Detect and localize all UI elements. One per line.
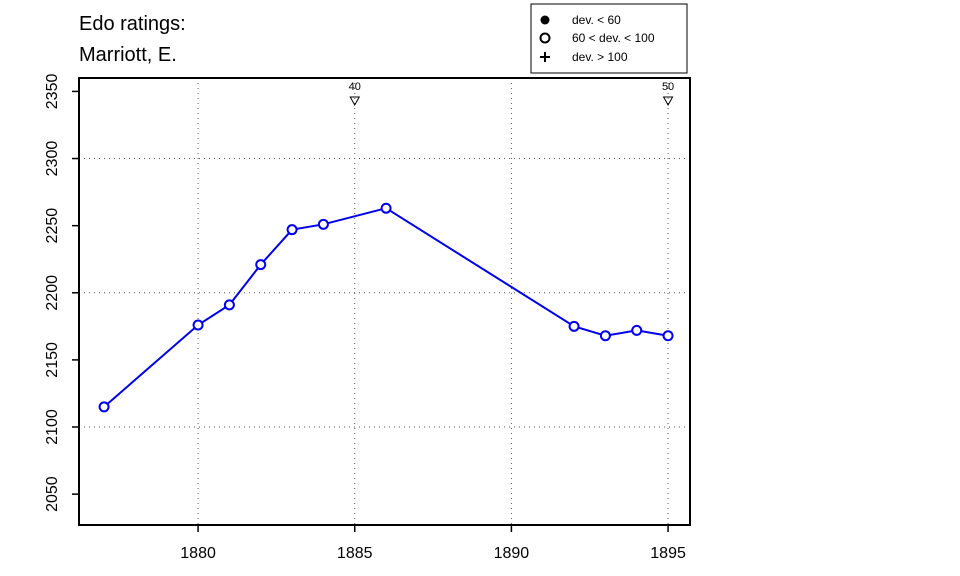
chart-title-line-2: Marriott, E. <box>79 44 177 66</box>
x-axis-ticks: 1880 1885 1890 1895 <box>180 525 686 562</box>
y-tick-label: 2350 <box>44 74 61 110</box>
data-point <box>662 330 674 342</box>
y-tick-label: 2050 <box>44 476 61 512</box>
y-tick-label: 2300 <box>44 141 61 177</box>
data-point <box>286 224 298 236</box>
legend: dev. < 60 60 < dev. < 100 dev. > 100 <box>530 3 688 74</box>
x-tick-label: 1890 <box>494 545 530 562</box>
y-tick-label: 2250 <box>44 208 61 244</box>
milestone-triangle-icon <box>662 96 674 107</box>
data-point <box>599 330 611 342</box>
data-point <box>255 259 267 271</box>
y-axis-ticks: 2050 2100 2150 2200 2250 2300 2350 <box>44 74 79 512</box>
y-tick-label: 2100 <box>44 409 61 445</box>
x-tick-label: 1885 <box>337 545 373 562</box>
data-point <box>223 299 235 311</box>
data-point <box>631 324 643 336</box>
series-line <box>103 207 669 408</box>
legend-open-circle-icon <box>539 32 551 44</box>
milestone-label: 40 <box>349 81 361 93</box>
chart-title-line-1: Edo ratings: <box>79 13 186 35</box>
legend-filled-circle-icon <box>540 15 550 25</box>
grid-lines <box>79 78 690 525</box>
data-point <box>98 401 110 413</box>
x-tick-label: 1880 <box>180 545 216 562</box>
plot-frame <box>78 77 691 526</box>
legend-box <box>530 3 688 74</box>
data-point <box>568 320 580 332</box>
milestone-markers: 40 50 <box>349 81 674 107</box>
series-layer <box>98 202 674 413</box>
legend-label-3: dev. > 100 <box>572 50 628 64</box>
milestone-triangle-icon <box>349 96 361 107</box>
legend-plus-icon <box>540 52 550 62</box>
data-point <box>380 202 392 214</box>
milestone-label: 50 <box>662 81 674 93</box>
data-point <box>317 218 329 230</box>
y-tick-label: 2150 <box>44 342 61 378</box>
legend-label-1: dev. < 60 <box>572 13 621 27</box>
x-tick-label: 1895 <box>650 545 686 562</box>
data-point <box>192 319 204 331</box>
legend-label-2: 60 < dev. < 100 <box>572 31 655 45</box>
y-tick-label: 2200 <box>44 275 61 311</box>
